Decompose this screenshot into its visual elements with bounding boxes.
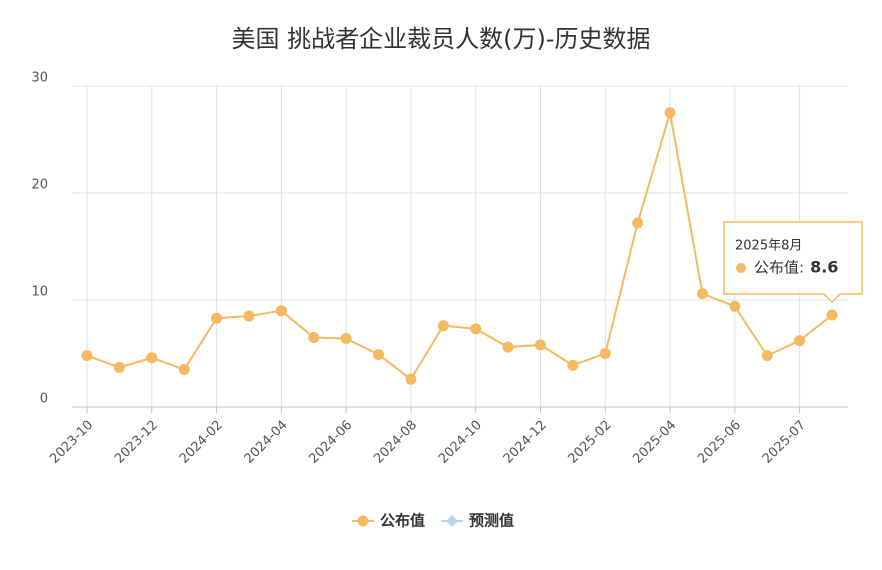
- point: [178, 364, 190, 376]
- x-tick-label: 2025-06: [695, 418, 744, 467]
- x-tick-label: 2023-10: [47, 418, 96, 467]
- point: [113, 361, 125, 373]
- point: [437, 320, 449, 332]
- legend-marker: [446, 515, 459, 527]
- point: [567, 359, 579, 371]
- x-tick-label: 2024-06: [306, 418, 355, 467]
- point: [632, 217, 644, 229]
- x-tick-label: 2024-10: [436, 418, 485, 467]
- y-tick-label: 0: [40, 392, 48, 407]
- point: [211, 312, 223, 324]
- x-tick-label: 2025-07: [760, 418, 809, 467]
- y-tick-label: 20: [31, 178, 48, 193]
- point: [405, 373, 417, 385]
- point: [146, 352, 158, 364]
- point: [826, 309, 838, 321]
- point: [470, 323, 482, 335]
- legend-marker: [357, 515, 369, 527]
- point: [373, 349, 385, 361]
- chart-title: 美国 挑战者企业裁员人数(万)-历史数据: [231, 25, 650, 53]
- x-tick-label: 2024-08: [371, 418, 420, 467]
- point: [599, 348, 611, 359]
- point: [340, 333, 352, 345]
- point: [534, 339, 546, 351]
- y-tick-label: 30: [31, 71, 48, 86]
- y-tick-label: 10: [31, 285, 48, 300]
- point: [275, 305, 287, 317]
- point: [664, 107, 676, 119]
- point: [243, 310, 255, 322]
- tooltip-box: [723, 221, 863, 304]
- point: [761, 350, 773, 362]
- point: [502, 341, 514, 353]
- legend-label: 公布值: [380, 512, 425, 530]
- tooltip-label: 公布值:: [754, 258, 804, 276]
- point: [696, 288, 708, 300]
- x-tick-label: 2024-02: [177, 418, 226, 467]
- line: [86, 112, 833, 381]
- point: [794, 335, 806, 347]
- point: [729, 300, 741, 312]
- x-tick-label: 2023-12: [112, 418, 161, 467]
- point: [81, 350, 93, 362]
- tooltip-dot: [736, 262, 746, 273]
- legend-label: 预测值: [469, 512, 514, 530]
- x-tick-label: 2024-12: [501, 418, 550, 467]
- tooltip-title: 2025年8月: [735, 238, 802, 253]
- x-tick-label: 2025-04: [630, 418, 679, 467]
- point: [308, 331, 320, 343]
- tooltip-value: 8.6: [810, 257, 838, 276]
- x-tick-label: 2024-04: [242, 418, 291, 467]
- x-tick-label: 2025-02: [566, 418, 615, 467]
